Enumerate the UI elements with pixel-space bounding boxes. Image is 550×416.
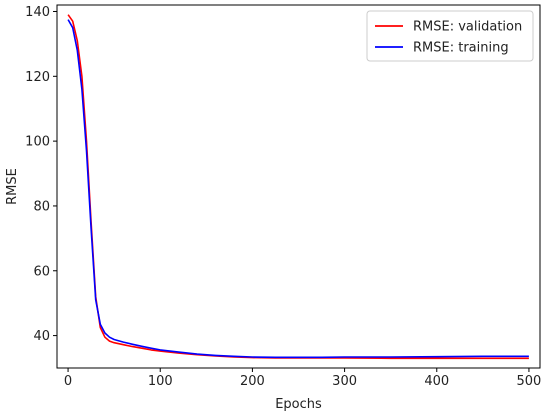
y-tick-label: 100 — [25, 135, 50, 150]
legend-entry-label: RMSE: training — [413, 41, 509, 56]
x-tick-label: 0 — [64, 374, 72, 389]
x-tick-label: 100 — [148, 374, 173, 389]
series-line-training — [67, 19, 529, 359]
plot-frame — [56, 4, 541, 369]
legend: RMSE: validation RMSE: training — [366, 10, 534, 62]
y-tick-label: 40 — [33, 329, 50, 344]
legend-entry-label: RMSE: validation — [413, 20, 522, 35]
x-tick-label: 400 — [424, 374, 449, 389]
y-tick-label: 120 — [25, 70, 50, 85]
x-tick-label: 500 — [517, 374, 542, 389]
legend-box — [366, 10, 534, 62]
y-axis-label: RMSE — [5, 168, 20, 205]
y-tick-label: 140 — [25, 5, 50, 20]
axes: 0 100 200 300 400 500 40 60 80 100 120 140 — [25, 4, 542, 389]
x-tick-label: 300 — [332, 374, 357, 389]
x-axis-label: Epochs — [275, 397, 322, 412]
x-tick-label: 200 — [240, 374, 265, 389]
plot-area — [67, 14, 529, 360]
y-tick-label: 60 — [33, 264, 50, 279]
y-tick-label: 80 — [33, 199, 50, 214]
